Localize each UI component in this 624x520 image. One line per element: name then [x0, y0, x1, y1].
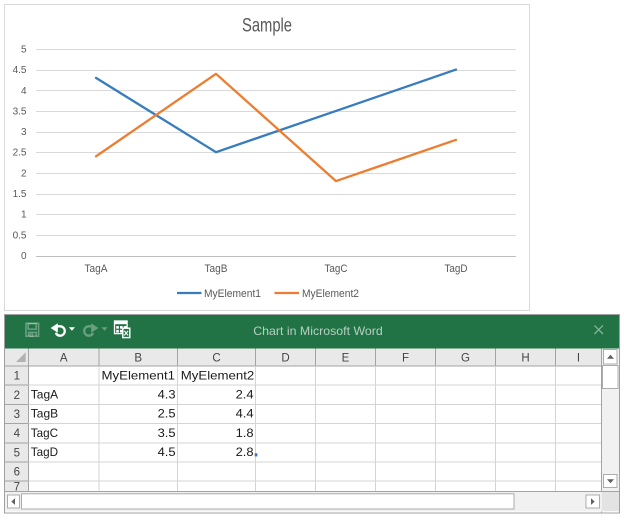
svg-text:3.5: 3.5: [158, 426, 176, 440]
svg-text:2.5: 2.5: [13, 148, 27, 159]
svg-text:Chart in Microsoft Word: Chart in Microsoft Word: [253, 324, 383, 338]
svg-text:MyElement2: MyElement2: [302, 288, 359, 300]
svg-text:G: G: [461, 352, 470, 364]
svg-text:F: F: [402, 352, 409, 364]
svg-text:5: 5: [14, 447, 20, 459]
svg-text:1.5: 1.5: [13, 189, 27, 200]
svg-text:0.5: 0.5: [13, 231, 27, 242]
svg-text:C: C: [212, 352, 220, 364]
svg-text:MyElement2: MyElement2: [181, 369, 255, 383]
svg-text:0: 0: [21, 251, 27, 262]
svg-text:2: 2: [14, 390, 20, 402]
svg-text:TagD: TagD: [31, 445, 58, 459]
svg-text:MyElement1: MyElement1: [102, 369, 176, 383]
svg-text:6: 6: [14, 467, 20, 479]
svg-text:4: 4: [21, 86, 27, 97]
svg-text:Sample: Sample: [242, 16, 292, 37]
svg-text:I: I: [577, 352, 580, 364]
svg-text:E: E: [342, 352, 350, 364]
svg-text:TagD: TagD: [445, 263, 468, 275]
svg-text:TagB: TagB: [205, 263, 228, 275]
svg-text:H: H: [521, 352, 529, 364]
svg-text:3.5: 3.5: [13, 107, 27, 118]
svg-text:3: 3: [21, 127, 27, 138]
svg-text:4.5: 4.5: [13, 65, 27, 76]
svg-text:4.3: 4.3: [158, 387, 176, 401]
svg-text:D: D: [281, 352, 289, 364]
svg-text:A: A: [60, 352, 68, 364]
svg-text:B: B: [134, 352, 142, 364]
svg-text:4: 4: [14, 428, 21, 440]
svg-text:4.5: 4.5: [158, 445, 176, 459]
svg-text:2: 2: [21, 169, 27, 180]
svg-text:TagB: TagB: [31, 407, 58, 421]
svg-text:1.8: 1.8: [236, 426, 254, 440]
svg-text:2.4: 2.4: [236, 387, 254, 401]
svg-text:1: 1: [14, 371, 20, 383]
svg-text:2.5: 2.5: [158, 407, 176, 421]
svg-text:3: 3: [14, 409, 20, 421]
svg-text:MyElement1: MyElement1: [204, 288, 261, 300]
svg-text:1: 1: [21, 210, 27, 221]
svg-text:TagA: TagA: [31, 387, 58, 401]
svg-text:TagA: TagA: [85, 263, 109, 275]
svg-text:2.8: 2.8: [236, 445, 254, 459]
svg-text:5: 5: [21, 45, 27, 56]
svg-text:TagC: TagC: [325, 263, 348, 275]
svg-text:TagC: TagC: [31, 426, 59, 440]
svg-text:7: 7: [14, 481, 20, 493]
svg-text:4.4: 4.4: [236, 407, 254, 421]
